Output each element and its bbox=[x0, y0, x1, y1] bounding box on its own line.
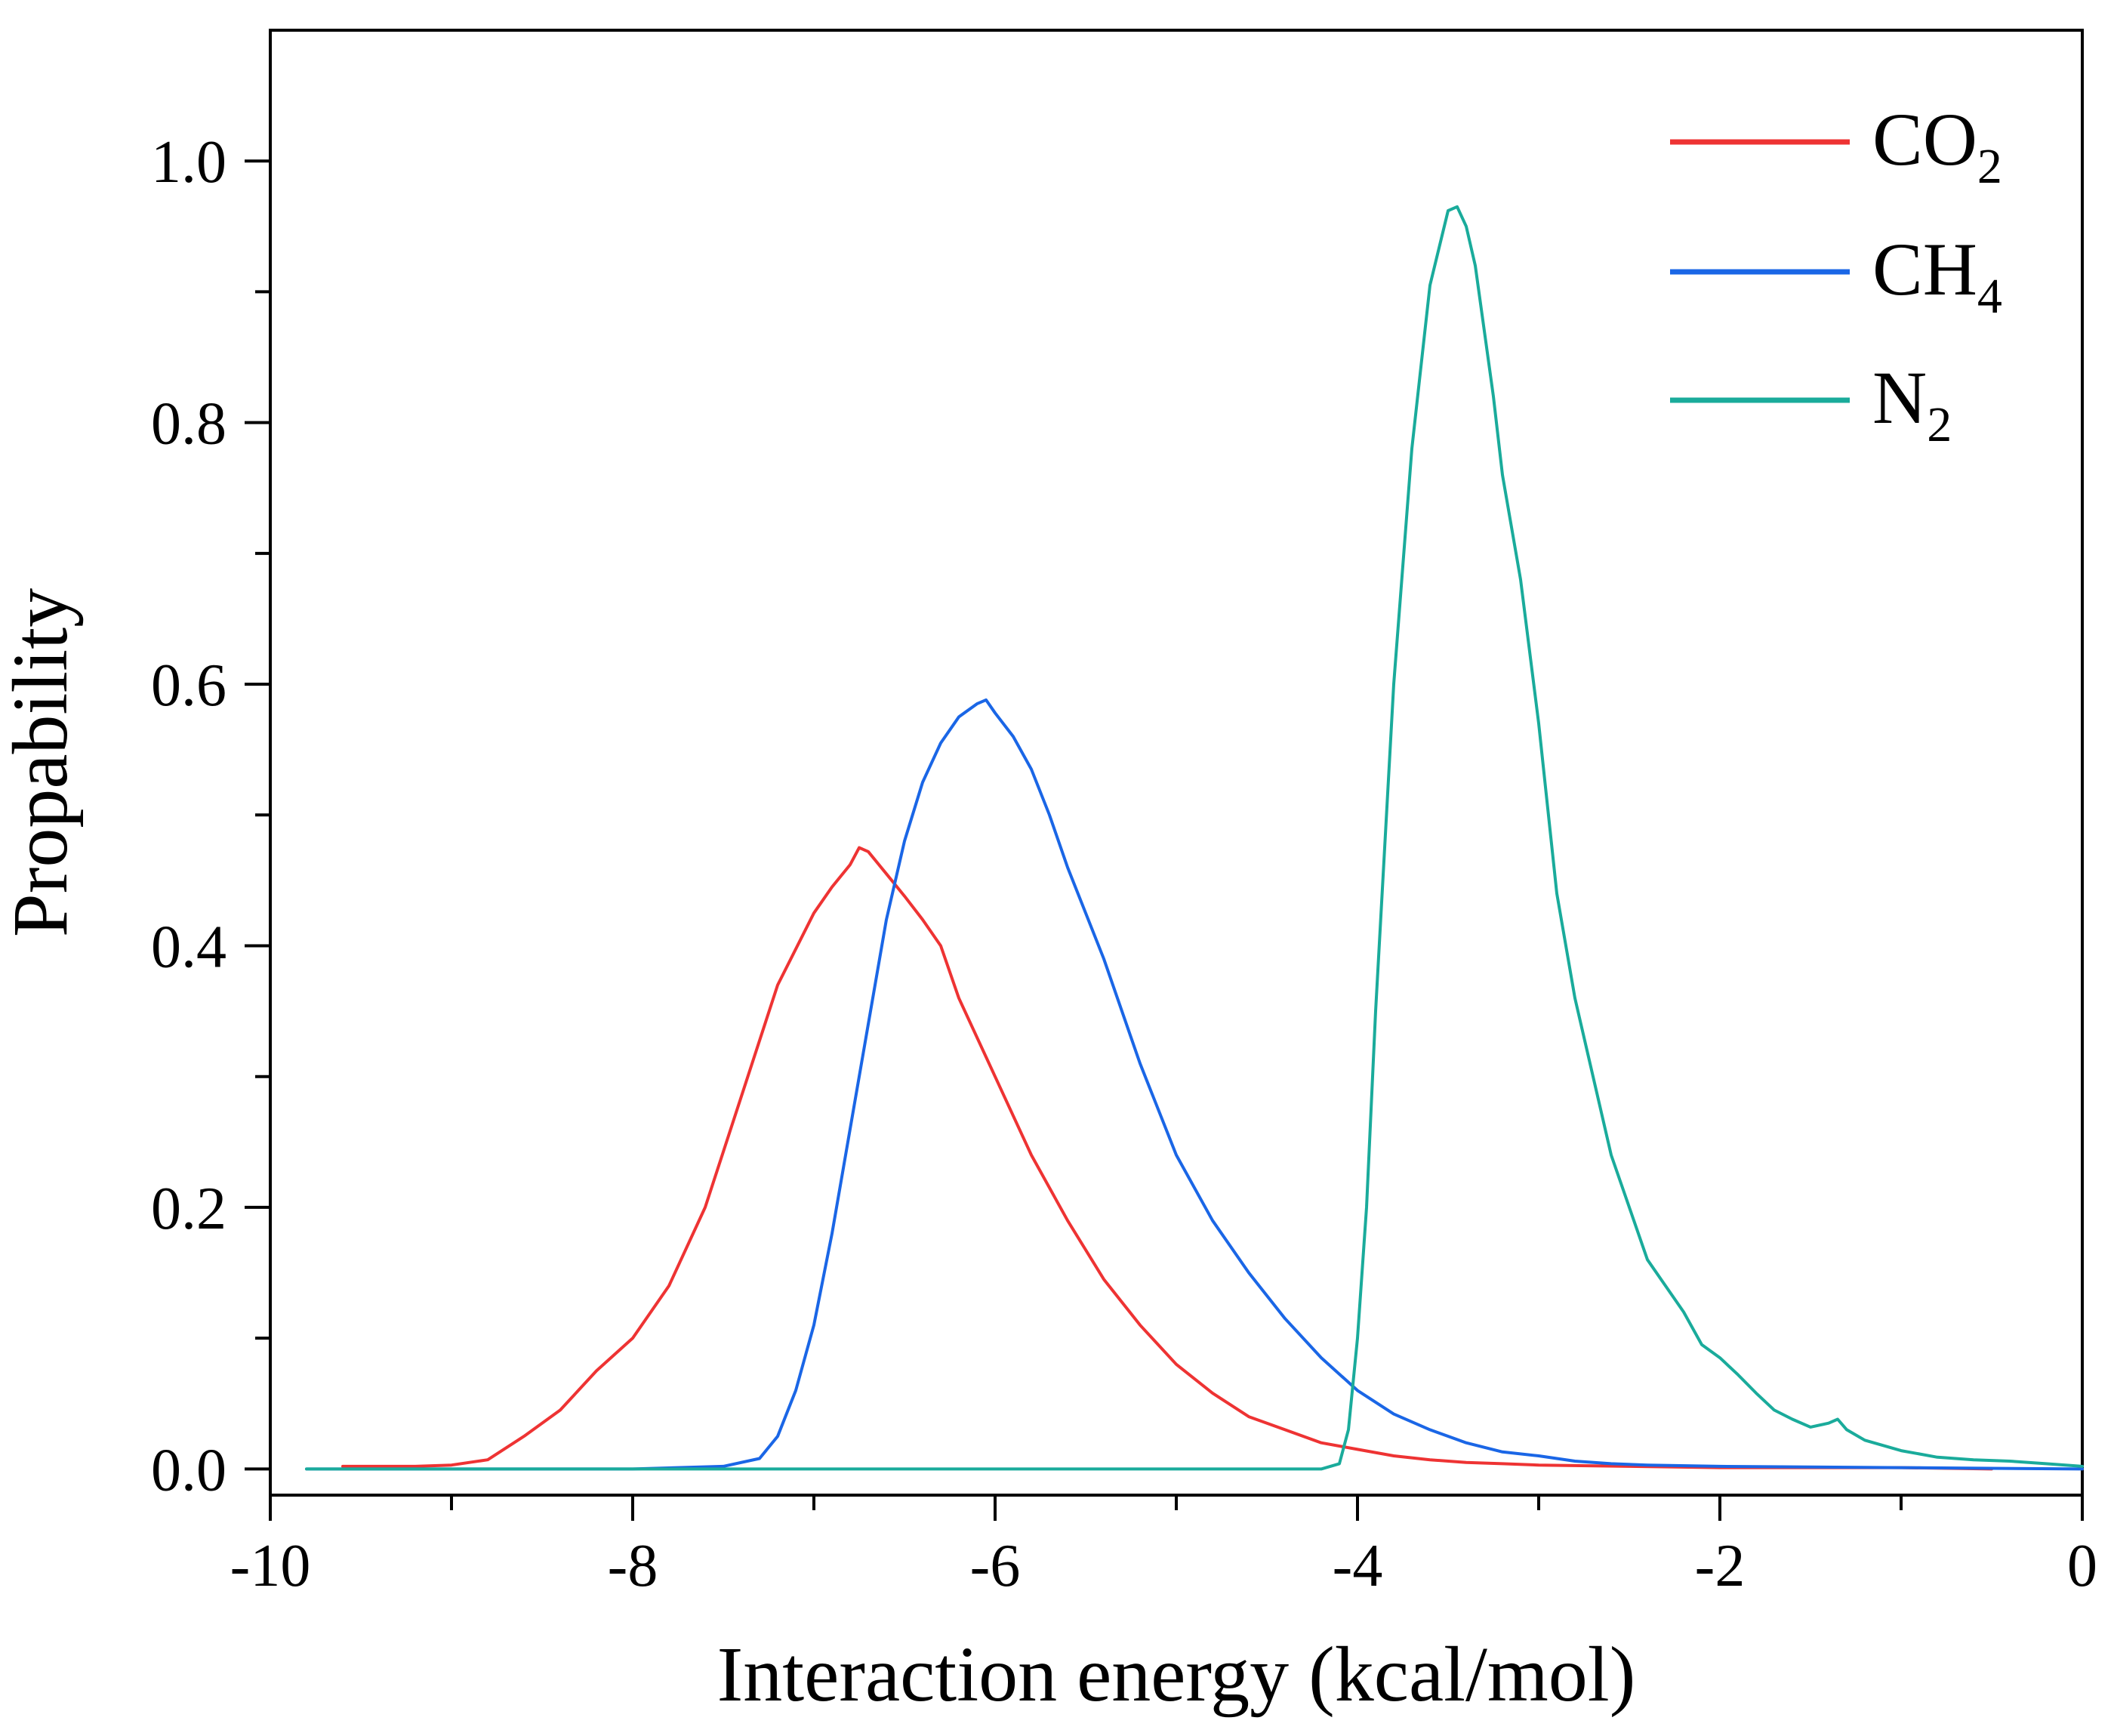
series-line-n2 bbox=[305, 205, 2084, 1471]
x-axis-ticks bbox=[269, 1495, 2084, 1521]
x-tick-label: -6 bbox=[970, 1533, 1021, 1599]
legend: CO2 CH4 N2 bbox=[1670, 97, 2002, 452]
y-tick-label: 1.0 bbox=[151, 129, 226, 196]
x-axis-title: Interaction energy (kcal/mol) bbox=[717, 1631, 1636, 1718]
series-line-co2 bbox=[341, 846, 1993, 1471]
y-axis-tick-labels: 0.0 0.2 0.4 0.6 0.8 1.0 bbox=[151, 129, 226, 1503]
x-axis-tick-labels: -10 -8 -6 -4 -2 0 bbox=[230, 1533, 2097, 1599]
x-tick-label: -2 bbox=[1695, 1533, 1746, 1599]
x-tick-label: -4 bbox=[1333, 1533, 1383, 1599]
y-tick-label: 0.8 bbox=[151, 391, 226, 458]
legend-label-co2: CO2 bbox=[1872, 97, 2002, 194]
series-line-ch4 bbox=[305, 698, 2084, 1471]
y-tick-label: 0.0 bbox=[151, 1437, 226, 1503]
x-tick-label: 0 bbox=[2067, 1533, 2097, 1599]
y-tick-label: 0.4 bbox=[151, 914, 226, 981]
x-tick-label: -10 bbox=[230, 1533, 311, 1599]
y-axis-title: Propability bbox=[0, 588, 84, 937]
legend-label-n2: N2 bbox=[1872, 356, 1952, 452]
y-tick-label: 0.2 bbox=[151, 1176, 226, 1242]
legend-label-ch4: CH4 bbox=[1872, 227, 2002, 324]
x-tick-label: -8 bbox=[608, 1533, 658, 1599]
y-tick-label: 0.6 bbox=[151, 652, 226, 719]
y-axis-ticks bbox=[245, 159, 270, 1471]
series-layer bbox=[305, 205, 2084, 1471]
